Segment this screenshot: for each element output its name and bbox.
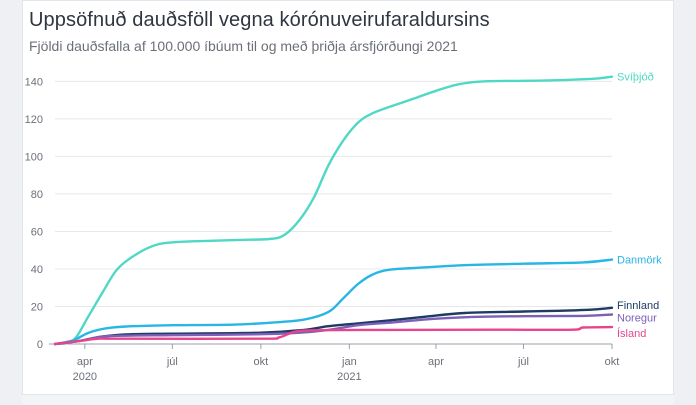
series-line-danm-rk <box>53 258 614 346</box>
series-line-sv-j- <box>53 75 614 346</box>
x-tick-label: apr <box>77 356 93 368</box>
x-tick-year-label: 2020 <box>73 371 97 383</box>
y-tick-label: 100 <box>25 151 43 163</box>
y-tick-label: 140 <box>25 76 43 88</box>
chart-title: Uppsöfnuð dauðsföll vegna kórónuveirufar… <box>29 9 490 31</box>
y-tick-label: 20 <box>31 301 43 313</box>
bottom-strip <box>22 395 674 405</box>
y-tick-label: 120 <box>25 114 43 126</box>
y-tick-label: 80 <box>31 189 43 201</box>
y-tick-label: 60 <box>31 226 43 238</box>
x-tick-label: apr <box>428 356 444 368</box>
x-tick-label: júl <box>517 356 529 368</box>
x-tick-label: okt <box>605 356 620 368</box>
y-tick-label: 0 <box>37 339 43 351</box>
series-label--sland: Ísland <box>617 327 646 340</box>
x-tick-label: jan <box>341 356 357 368</box>
series-label-finnland: Finnland <box>617 300 659 312</box>
series-line--sland <box>53 325 614 346</box>
series-label-sv-j-: Svíþjóð <box>617 72 654 84</box>
series-label-danm-rk: Danmörk <box>617 255 662 267</box>
chart-subtitle: Fjöldi dauðsfalla af 100.000 íbúum til o… <box>29 38 458 54</box>
series-label-noregur: Noregur <box>617 313 657 325</box>
y-tick-label: 40 <box>31 264 43 276</box>
x-tick-year-label: 2021 <box>337 371 361 383</box>
x-tick-label: okt <box>254 356 269 368</box>
x-tick-label: júl <box>166 356 178 368</box>
